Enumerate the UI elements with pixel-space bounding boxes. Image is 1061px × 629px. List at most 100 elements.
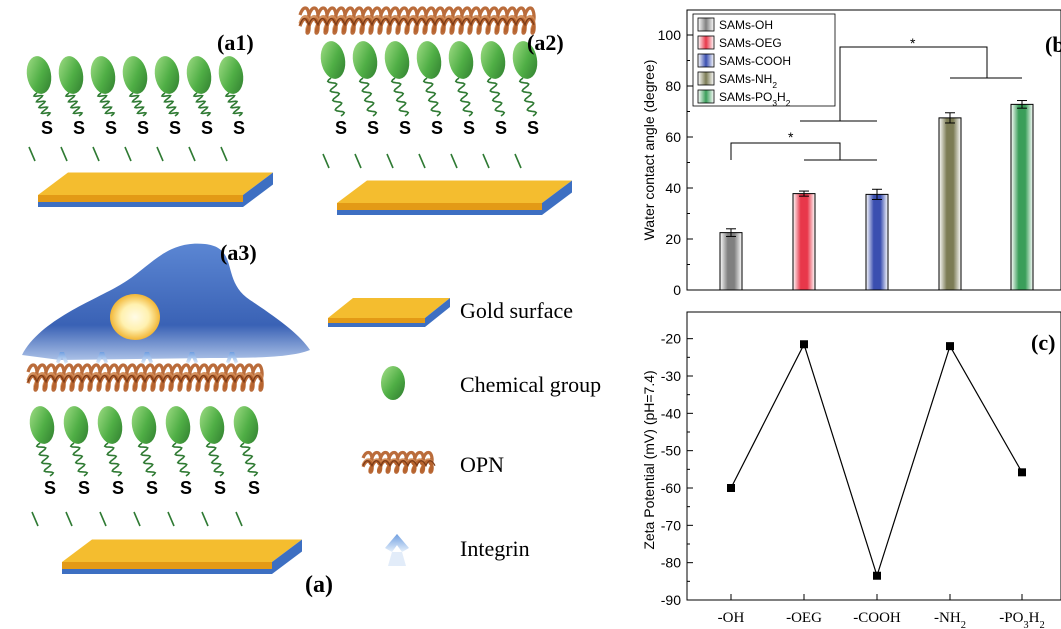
c-ytick-label: -20 [661,331,681,347]
chemical-group [352,41,378,79]
sulfur-atom: S [214,478,226,498]
c-xtick-label: -OEG [786,610,822,626]
legend-entry: SAMs-OEG [719,36,782,50]
c-xtick-label: -COOH [853,610,901,626]
c-ytick-label: -90 [661,592,681,608]
b-ytick-label: 100 [658,27,682,43]
integrin-receptor [141,352,153,364]
legend-entry: SAMs-PO3H2 [719,90,791,108]
legend-label-opn: OPN [460,452,504,477]
chemical-group [131,406,157,444]
legend-swatch [697,89,715,104]
c-xtick-label: -NH2 [934,610,966,629]
gold-surface-icon [328,298,450,327]
sulfur-atom: S [527,118,539,138]
chemical-group [199,406,225,444]
sulfur-atom: S [146,478,158,498]
chemical-group [384,41,410,79]
chart-b-legend-box [692,13,836,107]
sulfur-atom: S [248,478,260,498]
significance-star: * [910,35,916,51]
sulfur-atom: S [137,118,149,138]
chemical-group [58,56,84,94]
integrin-receptor [186,352,198,364]
chart-c-ylabel: Zeta Potential (mV) (pH=7.4) [641,370,657,549]
legend-label-integrin: Integrin [460,536,530,561]
bar-SAMs-NH2 [938,117,962,291]
bar-SAMs-COOH [865,193,889,291]
chart-c-zeta-potential: -90 -80 -70 -60 -50 -40 -30 -20 -OH -OEG -COOH -NH… [641,311,1061,629]
panel-label-a2: (a2) [527,30,564,55]
chart-b-ylabel: Water contact angle (degree) [641,60,657,241]
integrin-icon [385,534,409,566]
panel-label-a1: (a1) [217,30,254,55]
legend-swatch [697,35,715,50]
significance-bracket [730,142,841,160]
c-xtick-label: -OH [718,610,745,626]
sulfur-atom: S [44,478,56,498]
sulfur-atom: S [105,118,117,138]
bar-SAMs-OEG [792,193,816,291]
legend-entry: SAMs-OH [719,18,773,32]
schematic-legend: Gold surface Chemical group OPN Integrin [328,298,601,566]
cell-nucleus [110,294,160,340]
sulfur-atom: S [233,118,245,138]
chemical-group [63,406,89,444]
chemical-group [480,41,506,79]
legend-swatch [697,71,715,86]
integrin-receptor [226,352,238,364]
sulfur-atom: S [169,118,181,138]
zeta-point--COOH [873,571,881,580]
panel-label-b: (b) [1045,32,1061,57]
b-ytick-label: 20 [665,231,681,247]
bar-SAMs-PO3H2 [1010,103,1034,291]
panel-label-a: (a) [305,572,333,598]
c-ytick-label: -70 [661,517,681,533]
sulfur-atom: S [367,118,379,138]
legend-swatch [697,17,715,32]
chemical-group [154,56,180,94]
chemical-group [29,406,55,444]
b-ytick-label: 40 [665,180,681,196]
sulfur-atom: S [463,118,475,138]
chart-b-contact-angle: 0 20 40 60 80 100 * * SAMs-OH SAMs-OEG SAMs-COOH… [641,9,1061,298]
c-ytick-label: -50 [661,443,681,459]
legend-entry: SAMs-COOH [719,54,791,68]
sulfur-atom: S [78,478,90,498]
zeta-point--OEG [800,340,808,349]
chemical-group [90,56,116,94]
c-ytick-label: -40 [661,405,681,421]
chemical-group [416,41,442,79]
significance-bracket [839,46,988,121]
b-ytick-label: 60 [665,129,681,145]
c-ytick-label: -30 [661,368,681,384]
chemical-group [218,56,244,94]
c-ytick-label: -60 [661,480,681,496]
chemical-group [165,406,191,444]
sulfur-atom: S [180,478,192,498]
chemical-group [512,41,538,79]
c-xtick-label: -PO3H2 [999,610,1045,629]
panel-label-a3: (a3) [220,240,257,265]
chemical-group-icon [381,366,405,400]
opn-icon [361,450,436,474]
legend-entry: SAMs-NH2 [719,72,777,90]
chart-c-frame [686,311,1061,601]
chemical-group [448,41,474,79]
zeta-point--OH [727,484,735,492]
sulfur-atom: S [201,118,213,138]
chemical-group [122,56,148,94]
legend-swatch [697,53,715,68]
b-ytick-label: 0 [673,282,681,298]
chemical-group [233,406,259,444]
sulfur-atom: S [41,118,53,138]
sulfur-atom: S [399,118,411,138]
integrin-receptor [96,352,108,364]
integrin-receptor [56,352,68,364]
significance-star: * [788,129,794,145]
zeta-point--PO3H2 [1018,468,1026,477]
sulfur-atom: S [73,118,85,138]
chemical-group [186,56,212,94]
